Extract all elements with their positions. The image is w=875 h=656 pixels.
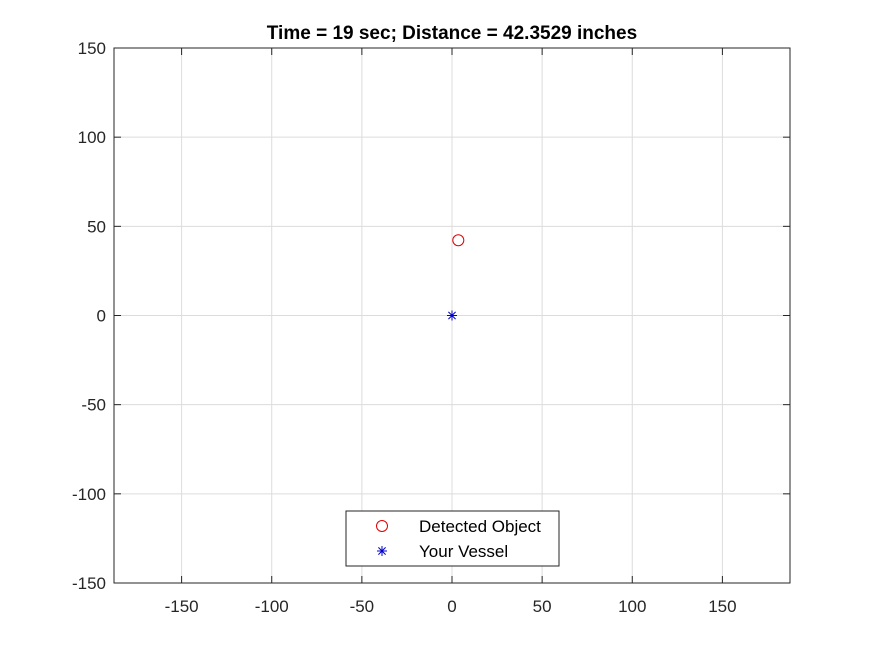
- data-points: [447, 234, 465, 321]
- detected-object-point: [452, 234, 465, 247]
- x-tick-label: 50: [533, 597, 552, 616]
- x-tick-label: 0: [447, 597, 456, 616]
- y-tick-label: -150: [72, 574, 106, 593]
- x-tick-labels: -150 -100 -50 0 50 100 150: [165, 597, 737, 616]
- legend-label: Detected Object: [419, 517, 541, 536]
- y-tick-label: 50: [87, 217, 106, 236]
- x-tick-label: 100: [618, 597, 646, 616]
- tick-marks: [114, 47, 790, 584]
- your-vessel-point: [447, 310, 457, 321]
- legend-label: Your Vessel: [419, 542, 508, 561]
- your-vessel-legend-icon: [377, 546, 387, 556]
- y-tick-label: -50: [81, 396, 106, 415]
- x-tick-label: 150: [708, 597, 736, 616]
- detected-object-legend-icon: [376, 520, 388, 532]
- x-tick-label: -150: [165, 597, 199, 616]
- x-tick-label: -100: [255, 597, 289, 616]
- y-tick-label: -100: [72, 485, 106, 504]
- y-tick-labels: -150 -100 -50 0 50 100 150: [72, 39, 106, 593]
- x-tick-label: -50: [350, 597, 375, 616]
- y-tick-label: 150: [78, 39, 106, 58]
- y-tick-label: 100: [78, 128, 106, 147]
- legend: Detected Object Your Vessel: [345, 510, 560, 567]
- y-tick-label: 0: [97, 307, 106, 326]
- chart-title: Time = 19 sec; Distance = 42.3529 inches: [267, 23, 637, 44]
- asterisk-stroke: [448, 311, 456, 320]
- asterisk-stroke: [378, 547, 386, 555]
